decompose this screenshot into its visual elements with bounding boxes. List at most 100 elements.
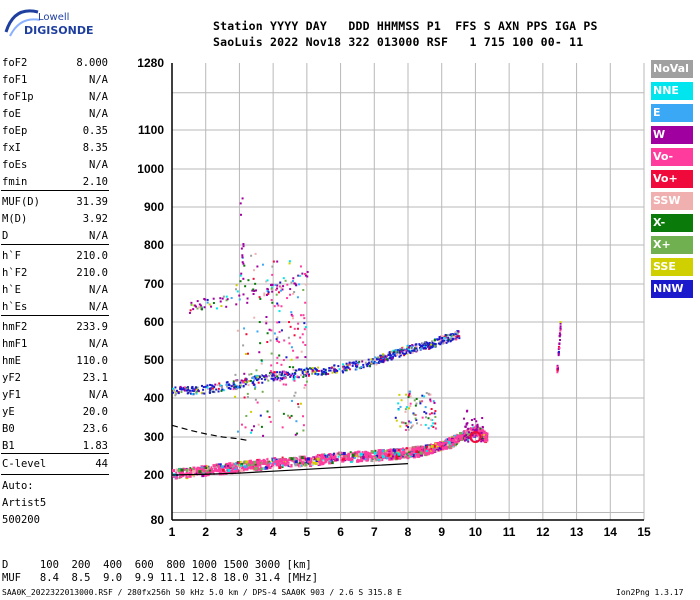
echo-mark — [272, 465, 275, 468]
echo-mark — [423, 451, 426, 454]
echo-mark — [252, 425, 255, 428]
echo-mark — [273, 371, 276, 374]
echo-mark — [294, 282, 297, 285]
echo-mark — [301, 333, 304, 336]
echo-mark — [270, 377, 273, 380]
echo-mark — [434, 415, 437, 418]
echo-mark — [296, 375, 299, 378]
echo-mark — [465, 410, 468, 413]
echo-mark — [355, 363, 358, 366]
echo-mark — [194, 305, 197, 308]
echo-mark — [208, 470, 212, 474]
echo-mark — [405, 449, 409, 453]
echo-mark — [432, 444, 436, 448]
echo-mark — [252, 381, 255, 384]
echo-mark — [279, 289, 282, 292]
echo-mark — [411, 351, 414, 354]
echo-mark — [269, 371, 272, 374]
echo-mark — [379, 354, 382, 357]
echo-mark — [409, 455, 412, 458]
echo-mark — [263, 459, 267, 463]
echo-mark — [324, 370, 327, 373]
echo-mark — [267, 463, 270, 466]
echo-mark — [303, 322, 306, 325]
echo-mark — [195, 386, 198, 389]
legend-item: SSE — [651, 258, 693, 276]
echo-mark — [311, 461, 315, 465]
echo-mark — [559, 321, 562, 324]
echo-mark — [297, 376, 300, 379]
echo-mark — [243, 460, 247, 464]
echo-mark — [370, 358, 373, 361]
echo-mark — [425, 344, 428, 347]
echo-mark — [429, 393, 432, 396]
param-row: h`E N/A — [2, 284, 108, 299]
param-row: h`Es N/A — [2, 301, 108, 316]
echo-mark — [444, 442, 448, 446]
echo-mark — [305, 380, 308, 383]
echo-mark — [463, 435, 466, 438]
param-value: 44 — [95, 458, 108, 470]
echo-mark — [397, 451, 400, 454]
echo-mark — [425, 450, 428, 453]
echo-mark — [250, 461, 254, 465]
echo-mark — [256, 265, 259, 268]
echo-mark — [301, 459, 305, 463]
echo-mark — [442, 339, 445, 342]
echo-mark — [416, 445, 419, 448]
echo-mark — [280, 286, 283, 289]
echo-mark — [272, 458, 276, 462]
echo-mark — [475, 429, 478, 432]
echo-mark — [290, 457, 294, 461]
echo-mark — [285, 356, 288, 359]
echo-mark — [443, 441, 446, 444]
echo-mark — [258, 321, 261, 324]
echo-mark — [276, 356, 279, 359]
echo-mark — [276, 336, 279, 339]
echo-mark — [344, 458, 347, 461]
echo-mark — [196, 470, 199, 473]
echo-mark — [415, 402, 418, 405]
echo-mark — [416, 422, 419, 425]
echo-mark — [335, 371, 338, 374]
echo-mark — [240, 423, 243, 426]
echo-mark — [176, 476, 179, 479]
echo-mark — [390, 457, 393, 460]
echo-mark — [424, 347, 427, 350]
echo-mark — [245, 381, 248, 384]
echo-mark — [200, 308, 203, 311]
param-label: foEs — [2, 159, 28, 171]
echo-mark — [345, 369, 348, 372]
echo-mark — [347, 366, 350, 369]
echo-mark — [204, 385, 207, 388]
echo-mark — [282, 383, 285, 386]
echo-mark — [281, 370, 284, 373]
x-tick-label: 14 — [604, 525, 618, 539]
param-separator — [1, 190, 109, 191]
echo-mark — [370, 362, 373, 365]
echo-mark — [234, 395, 237, 398]
echo-mark — [558, 334, 561, 337]
echo-mark — [406, 346, 409, 349]
echo-mark — [479, 433, 483, 437]
echo-mark — [444, 333, 447, 336]
echo-mark — [357, 362, 360, 365]
echo-mark — [311, 366, 314, 369]
echo-mark — [274, 283, 277, 286]
echo-mark — [342, 451, 346, 455]
echo-mark — [213, 468, 217, 472]
echo-mark — [225, 305, 228, 308]
echo-mark — [266, 464, 270, 468]
param-label: foE — [2, 108, 21, 120]
echo-mark — [395, 451, 399, 455]
echo-mark — [243, 468, 246, 471]
echo-mark — [382, 358, 385, 361]
echo-mark — [471, 423, 474, 426]
param-label: B0 — [2, 423, 15, 435]
y-tick-label: 300 — [144, 430, 164, 444]
echo-mark — [209, 387, 212, 390]
echo-mark — [192, 388, 195, 391]
echo-mark — [465, 423, 468, 426]
echo-mark — [174, 392, 177, 395]
echo-mark — [400, 456, 403, 459]
